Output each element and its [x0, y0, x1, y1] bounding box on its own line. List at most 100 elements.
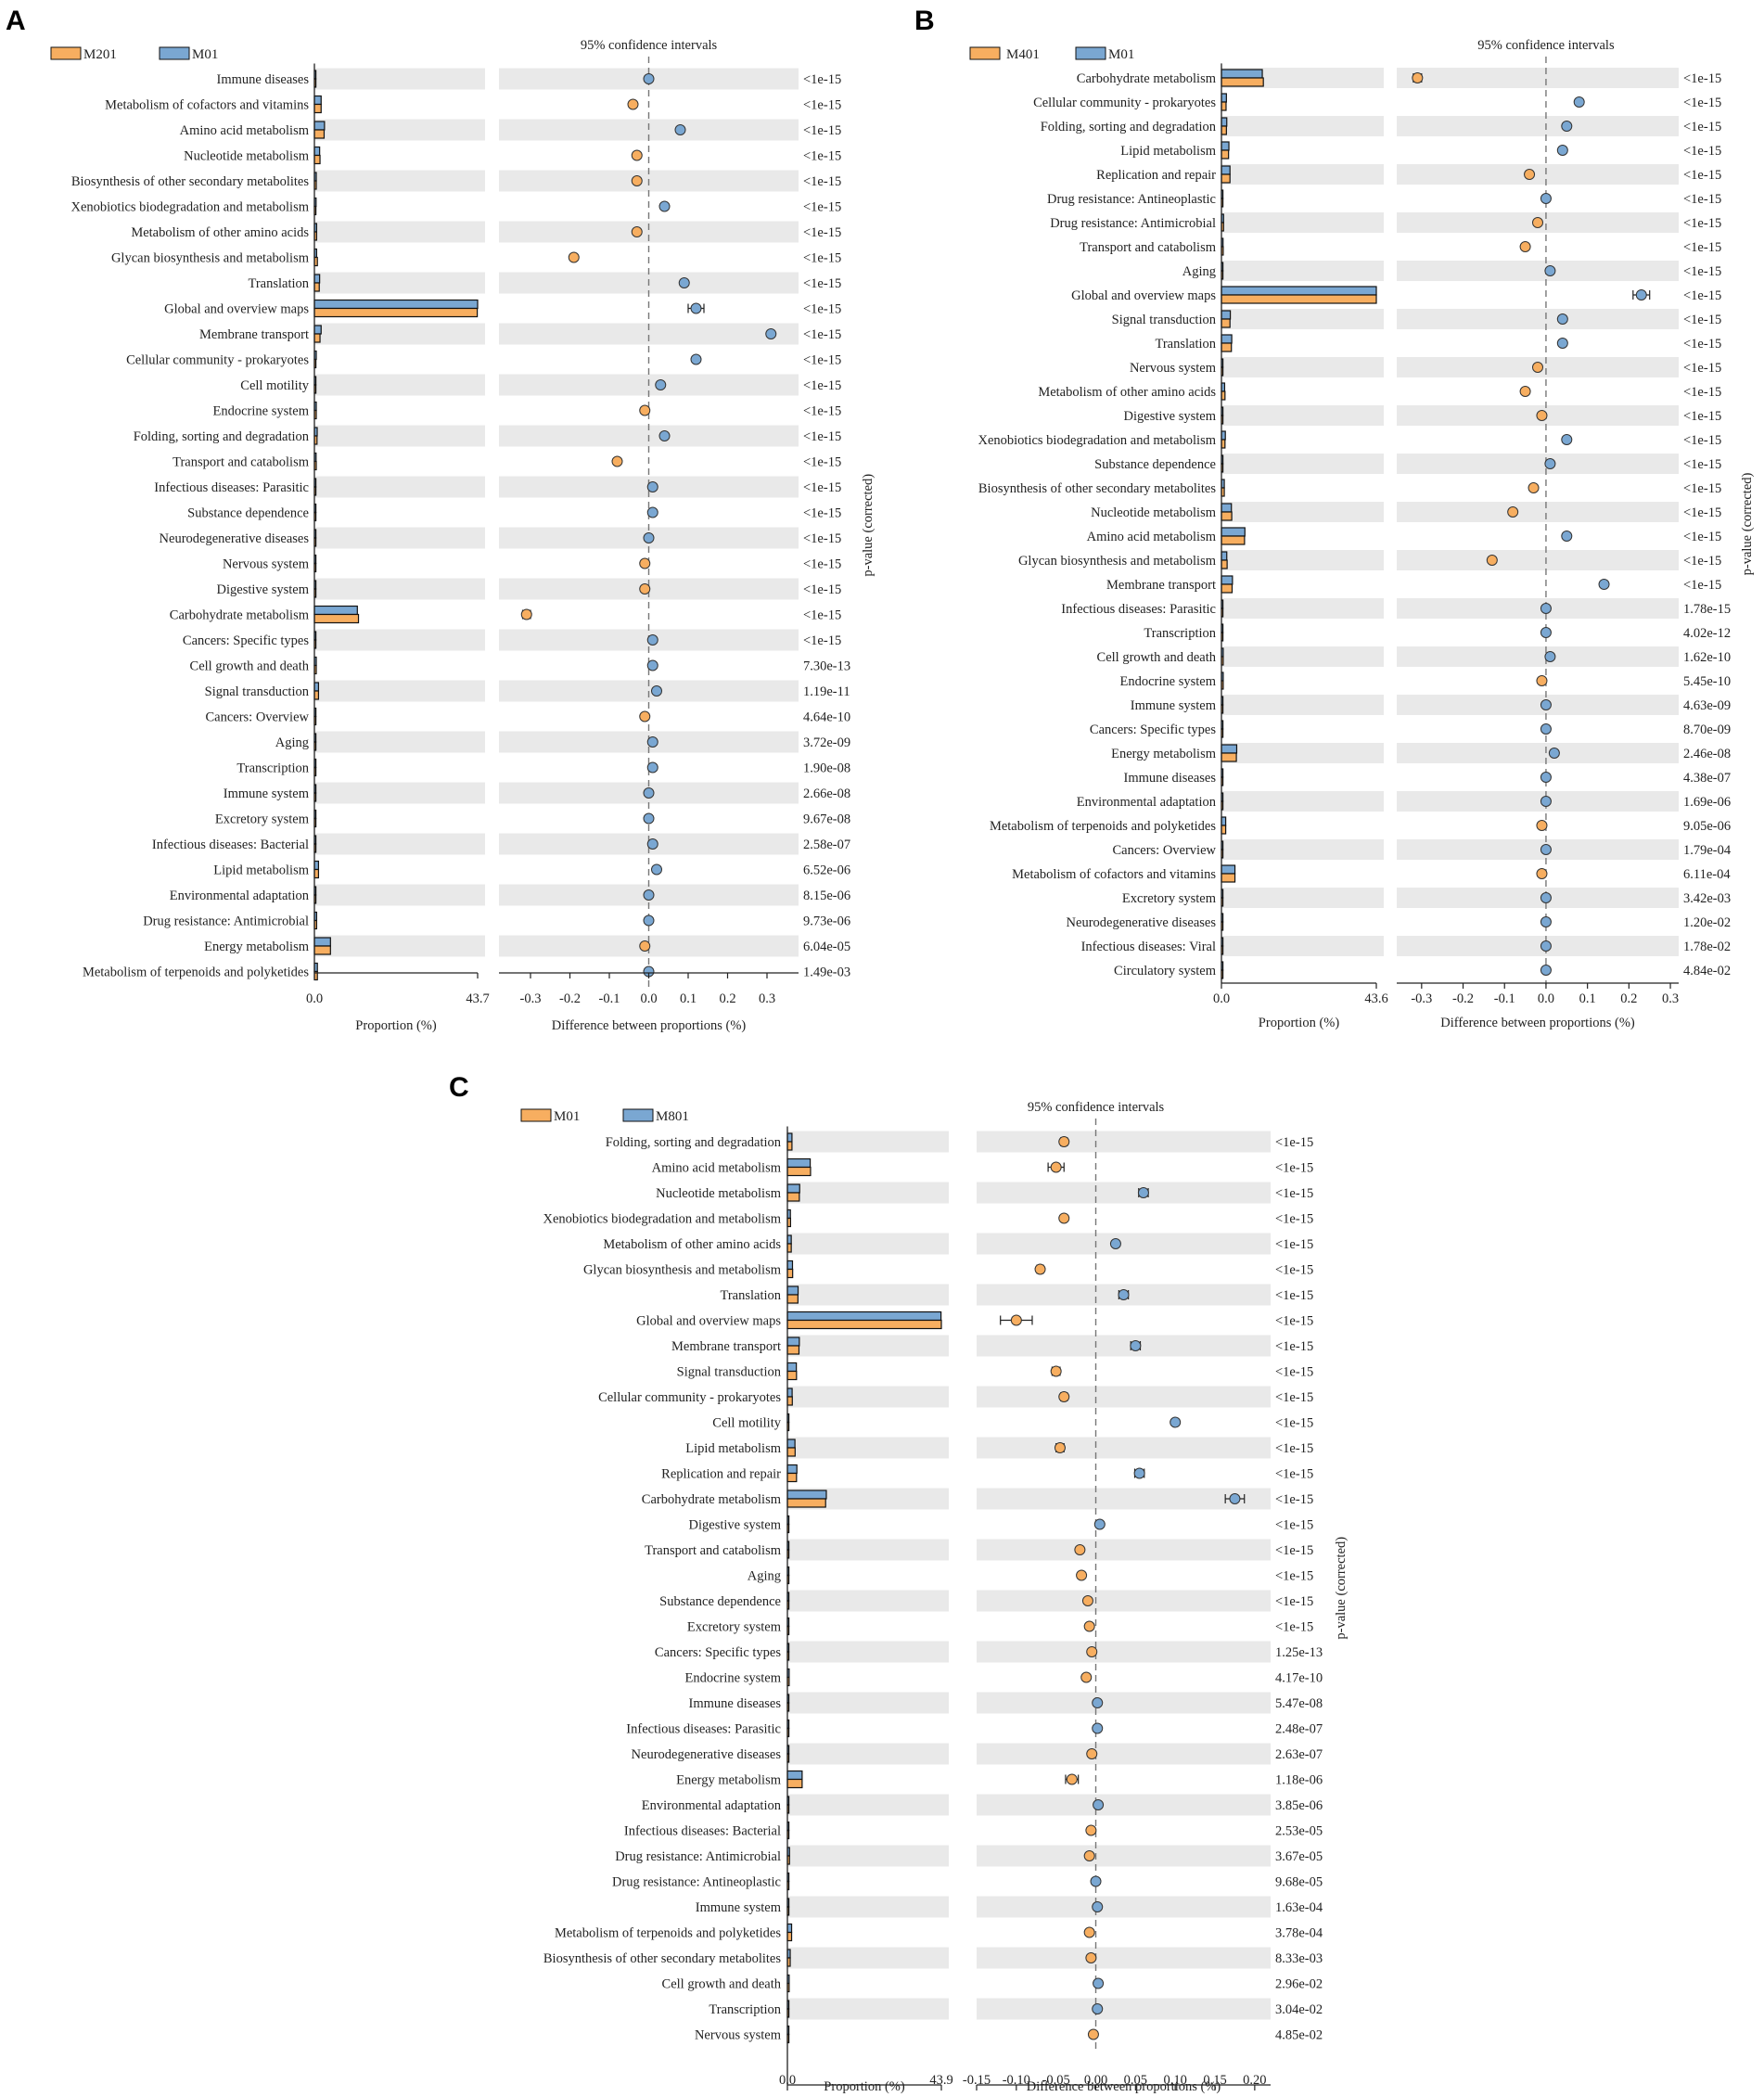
p-value-label: <1e-15 — [1275, 1467, 1313, 1482]
bar-series2 — [786, 1362, 798, 1373]
diff-point — [639, 710, 651, 722]
p-value-axis-title: p-value (corrected) — [861, 474, 876, 577]
category-label: Infectious diseases: Parasitic — [154, 480, 309, 495]
diff-point — [1556, 338, 1568, 349]
p-value-label: 2.48e-07 — [1275, 1722, 1323, 1737]
legend-label-series1: M01 — [554, 1109, 580, 1124]
category-label: Nucleotide metabolism — [656, 1186, 782, 1201]
difference-tick-label: 0.05 — [1124, 2073, 1147, 2088]
category-label: Environmental adaptation — [642, 1798, 782, 1813]
diff-point — [1170, 1416, 1182, 1428]
p-value-label: 4.64e-10 — [803, 710, 850, 725]
row-stripe-left — [1221, 309, 1384, 329]
ci-title: 95% confidence intervals — [581, 38, 718, 53]
bar-series1 — [313, 154, 321, 165]
proportion-tick-label: 43.9 — [929, 2073, 952, 2088]
category-label: Xenobiotics biodegradation and metabolis… — [543, 1212, 781, 1227]
row-stripe-left — [787, 1692, 949, 1714]
difference-tick-label: -0.3 — [520, 991, 542, 1006]
bar-series2 — [1221, 141, 1230, 151]
category-label: Aging — [748, 1569, 781, 1584]
p-value-label: 1.78e-02 — [1683, 940, 1731, 954]
diff-point — [1066, 1773, 1078, 1785]
category-label: Cellular community - prokaryotes — [1033, 96, 1216, 110]
p-value-label: <1e-15 — [1683, 264, 1721, 279]
bar-series1 — [1221, 125, 1227, 135]
p-value-label: <1e-15 — [1683, 530, 1721, 544]
bar-series2 — [313, 121, 326, 131]
diff-point — [1540, 193, 1552, 204]
category-label: Energy metabolism — [204, 940, 310, 954]
category-label: Substance dependence — [1094, 457, 1216, 472]
bar-series2 — [786, 1259, 794, 1271]
category-label: Translation — [1155, 337, 1216, 352]
legend-swatch-series1 — [520, 1108, 552, 1122]
row-stripe-right — [1397, 743, 1679, 763]
diff-point — [658, 200, 671, 212]
row-stripe-left — [1221, 116, 1384, 136]
difference-tick-label: -0.2 — [1452, 991, 1474, 1006]
p-value-label: <1e-15 — [803, 608, 841, 623]
p-value-label: 3.72e-09 — [803, 735, 850, 750]
difference-tick-label: 0.2 — [719, 991, 735, 1006]
diff-point — [1556, 313, 1568, 325]
row-stripe-left — [1221, 357, 1384, 377]
p-value-label: <1e-15 — [803, 429, 841, 444]
diff-point — [1540, 627, 1552, 638]
bar-series2 — [786, 1132, 793, 1143]
diff-point — [1081, 1595, 1093, 1606]
diff-point — [631, 175, 643, 186]
diff-point — [690, 353, 702, 365]
p-value-label: 3.42e-03 — [1683, 891, 1731, 906]
difference-tick-label: 0.0 — [1538, 991, 1554, 1006]
p-value-label: <1e-15 — [1275, 1161, 1313, 1176]
row-stripe-right — [1397, 839, 1679, 860]
p-value-label: <1e-15 — [803, 174, 841, 189]
category-label: Lipid metabolism — [685, 1441, 781, 1456]
row-stripe-right — [1397, 550, 1679, 570]
bar-series2 — [1221, 527, 1246, 537]
row-stripe-right — [1397, 502, 1679, 522]
p-value-label: 4.63e-09 — [1683, 698, 1731, 713]
row-stripe-left — [1221, 550, 1384, 570]
p-value-label: 6.52e-06 — [803, 863, 850, 878]
category-label: Metabolism of terpenoids and polyketides — [83, 965, 309, 980]
category-label: Glycan biosynthesis and metabolism — [583, 1263, 782, 1278]
category-label: Folding, sorting and degradation — [1041, 120, 1217, 134]
difference-tick-label: 0.1 — [1579, 991, 1596, 1006]
proportion-axis-title: Proportion (%) — [824, 2079, 905, 2094]
category-label: Global and overview maps — [164, 302, 309, 317]
legend-swatch-series2 — [1075, 46, 1106, 60]
diff-point — [646, 838, 658, 850]
row-stripe-left — [1221, 454, 1384, 474]
diff-point — [674, 124, 686, 135]
diff-point — [1540, 603, 1552, 614]
p-value-label: <1e-15 — [1683, 554, 1721, 569]
bar-series1 — [313, 868, 320, 879]
p-value-label: <1e-15 — [1275, 1416, 1313, 1431]
category-label: Energy metabolism — [676, 1773, 782, 1788]
category-label: Immune diseases — [1124, 771, 1217, 786]
category-label: Signal transduction — [1112, 313, 1217, 327]
diff-point — [646, 634, 658, 646]
diff-point — [1540, 940, 1552, 952]
category-label: Endocrine system — [1120, 674, 1217, 689]
category-label: Cell motility — [712, 1416, 781, 1431]
diff-point — [639, 940, 651, 952]
p-value-label: <1e-15 — [1683, 168, 1721, 183]
diff-point — [1524, 169, 1536, 180]
category-label: Immune diseases — [217, 72, 310, 87]
row-stripe-left — [787, 1896, 949, 1918]
category-label: Cancers: Overview — [1112, 843, 1216, 858]
legend-label-series2: M01 — [1108, 47, 1134, 62]
category-label: Nervous system — [1130, 361, 1217, 376]
bar-series1 — [1221, 149, 1230, 160]
row-stripe-right — [977, 1692, 1271, 1714]
p-value-label: <1e-15 — [1275, 1594, 1313, 1609]
p-value-label: <1e-15 — [803, 276, 841, 291]
p-value-label: 4.38e-07 — [1683, 771, 1731, 786]
diff-point — [655, 379, 667, 390]
category-label: Excretory system — [215, 812, 310, 827]
category-label: Lipid metabolism — [213, 863, 309, 878]
diff-point — [1519, 386, 1531, 397]
